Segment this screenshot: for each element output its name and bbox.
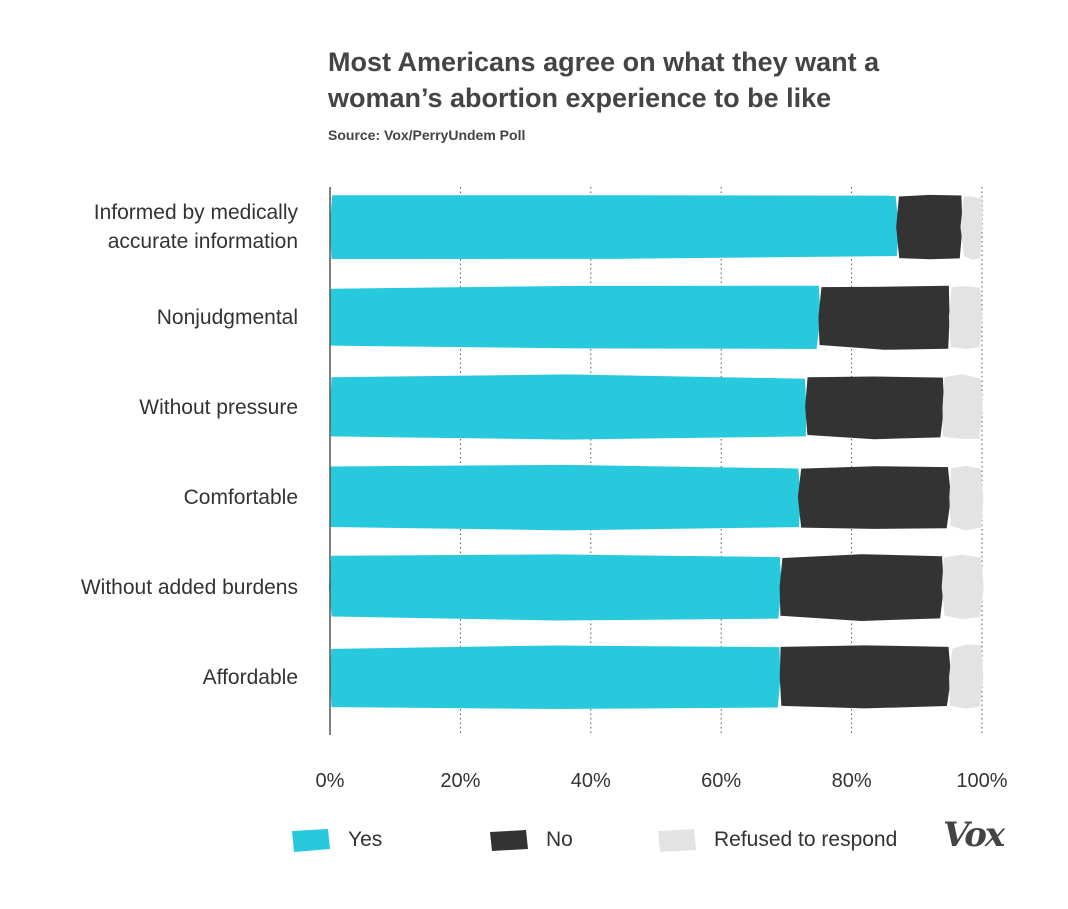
legend-label-refused: Refused to respond bbox=[714, 828, 898, 851]
category-label-1-line-2: accurate information bbox=[108, 230, 298, 253]
legend-item-no: No bbox=[486, 820, 573, 860]
chart-title: Most Americans agree on what they want a… bbox=[328, 47, 880, 113]
category-label-2: Nonjudgmental bbox=[157, 306, 298, 329]
bar-yes-2 bbox=[329, 285, 821, 349]
bar-yes-1 bbox=[329, 195, 899, 259]
x-tick-label-3: 60% bbox=[701, 770, 741, 792]
bar-refused-to-respond-4 bbox=[949, 465, 984, 531]
legend-item-refused: Refused to respond bbox=[654, 820, 897, 860]
bar-no-6 bbox=[779, 645, 952, 709]
bar-yes-4 bbox=[329, 464, 801, 531]
category-label-1-line-1: Informed by medically bbox=[94, 201, 299, 224]
vox-logo: Vox bbox=[943, 815, 1005, 855]
bar-yes-6 bbox=[329, 645, 781, 709]
legend-swatch-no-shape bbox=[490, 830, 528, 851]
bar-refused-to-respond-3 bbox=[942, 374, 983, 439]
bar-no-3 bbox=[805, 376, 945, 440]
legend-swatch-yes bbox=[292, 829, 330, 852]
legend: Yes No Refused to respond bbox=[0, 820, 1068, 860]
bar-refused-to-respond-5 bbox=[941, 554, 984, 620]
x-tick-label-0: 0% bbox=[316, 770, 345, 792]
bar-refused-to-respond-1 bbox=[960, 196, 983, 260]
category-label-6: Affordable bbox=[203, 666, 298, 689]
x-tick-label-4: 80% bbox=[832, 770, 872, 792]
legend-label-no: No bbox=[546, 828, 573, 851]
bar-yes-5 bbox=[328, 554, 782, 621]
category-label-5: Without added burdens bbox=[81, 576, 298, 599]
legend-swatch-refused bbox=[658, 829, 696, 852]
bar-yes-3 bbox=[329, 374, 807, 440]
bar-refused-to-respond-2 bbox=[948, 286, 983, 349]
x-tick-label-5: 100% bbox=[956, 770, 1007, 792]
bar-no-2 bbox=[818, 285, 950, 350]
bar-refused-to-respond-6 bbox=[949, 644, 984, 709]
x-tick-label-1: 20% bbox=[440, 770, 480, 792]
legend-item-yes: Yes bbox=[288, 820, 382, 860]
x-tick-label-2: 40% bbox=[571, 770, 611, 792]
chart-source: Source: Vox/PerryUndem Poll bbox=[328, 127, 526, 143]
bar-no-4 bbox=[797, 466, 952, 529]
category-label-4: Comfortable bbox=[184, 486, 298, 509]
legend-swatch-no bbox=[490, 830, 528, 851]
bar-no-1 bbox=[896, 194, 963, 260]
bar-no-5 bbox=[779, 554, 944, 621]
category-label-3: Without pressure bbox=[139, 396, 298, 419]
legend-swatch-refused-shape bbox=[658, 829, 696, 852]
legend-label-yes: Yes bbox=[348, 828, 383, 851]
legend-swatch-yes-shape bbox=[292, 829, 330, 852]
